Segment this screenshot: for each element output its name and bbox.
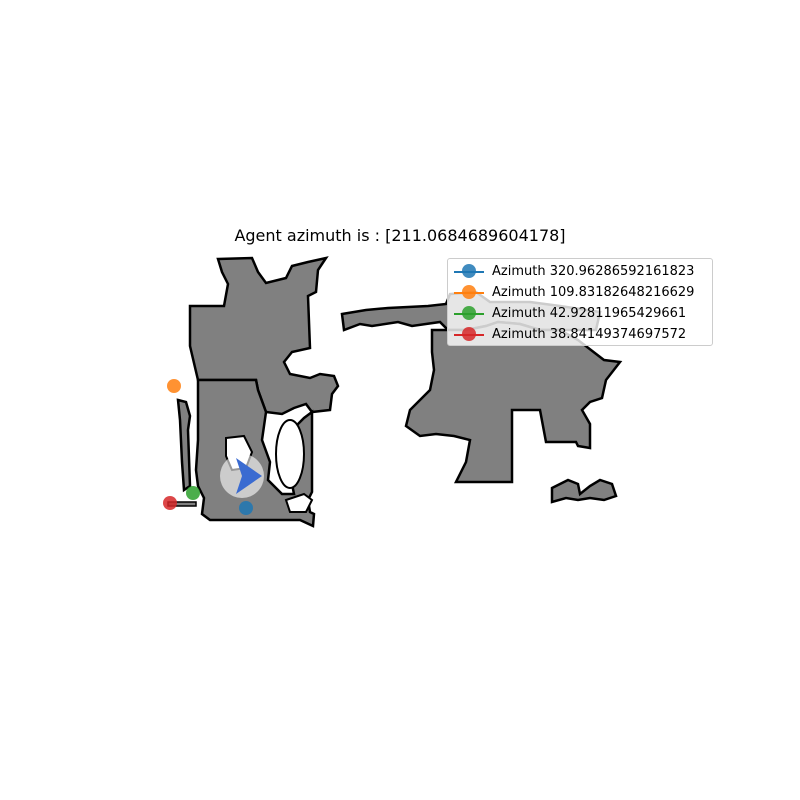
agent-arrow-icon [236, 458, 262, 494]
map-floor-side-strip [176, 398, 192, 493]
waypoint-marker-2 [167, 379, 181, 393]
legend-label: Azimuth 38.84149374697572 [492, 327, 687, 342]
legend-marker-icon [462, 264, 476, 278]
legend-marker-icon [462, 306, 476, 320]
legend: Azimuth 320.96286592161823 Azimuth 109.8… [447, 258, 713, 346]
waypoint-marker-4 [163, 496, 177, 510]
waypoint-marker-1 [239, 501, 253, 515]
legend-item: Azimuth 320.96286592161823 [454, 261, 706, 282]
plot-title: Agent azimuth is : [211.0684689604178] [234, 226, 566, 245]
legend-label: Azimuth 42.92811965429661 [492, 306, 687, 321]
map-clearing-oval [275, 419, 305, 489]
map-clearing-bottom [284, 492, 314, 513]
legend-label: Azimuth 109.83182648216629 [492, 285, 695, 300]
legend-item: Azimuth 42.92811965429661 [454, 303, 706, 324]
map-clearings [225, 419, 314, 513]
waypoint-marker-3 [186, 486, 200, 500]
map-floor-small-room [550, 478, 618, 504]
legend-item: Azimuth 38.84149374697572 [454, 324, 706, 345]
map-floor-upper-left [188, 256, 340, 416]
legend-label: Azimuth 320.96286592161823 [492, 264, 695, 279]
map-floor-hall [404, 320, 623, 484]
legend-item: Azimuth 109.83182648216629 [454, 282, 706, 303]
agent-marker [220, 454, 264, 498]
legend-marker-icon [462, 285, 476, 299]
legend-marker-icon [462, 327, 476, 341]
